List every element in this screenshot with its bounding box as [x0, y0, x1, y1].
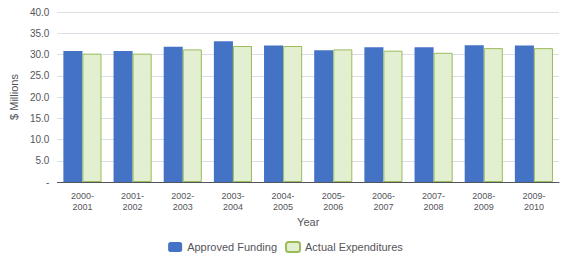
svg-text:2005-: 2005-	[322, 191, 345, 201]
svg-text:2001-: 2001-	[121, 191, 144, 201]
svg-text:Actual Expenditures: Actual Expenditures	[305, 241, 403, 253]
svg-text:2008-: 2008-	[472, 191, 495, 201]
svg-text:2007: 2007	[373, 202, 393, 212]
svg-text:2002-: 2002-	[171, 191, 194, 201]
svg-text:2005: 2005	[273, 202, 293, 212]
svg-text:2007-: 2007-	[422, 191, 445, 201]
svg-text:2003-: 2003-	[221, 191, 244, 201]
svg-text:25.0: 25.0	[30, 70, 50, 81]
svg-text:2006-: 2006-	[372, 191, 395, 201]
svg-text:Approved Funding: Approved Funding	[187, 241, 277, 253]
svg-text:2010: 2010	[524, 202, 544, 212]
svg-text:2003: 2003	[173, 202, 193, 212]
svg-text:$ Millions: $ Millions	[8, 74, 20, 120]
svg-text:2000-: 2000-	[71, 191, 94, 201]
svg-text:2004: 2004	[223, 202, 243, 212]
svg-text:20.0: 20.0	[30, 92, 50, 103]
svg-text:35.0: 35.0	[30, 28, 50, 39]
svg-text:2009: 2009	[474, 202, 494, 212]
svg-text:30.0: 30.0	[30, 49, 50, 60]
svg-text:2008: 2008	[424, 202, 444, 212]
svg-text:-: -	[46, 177, 49, 188]
svg-text:15.0: 15.0	[30, 113, 50, 124]
svg-text:5.0: 5.0	[35, 155, 49, 166]
svg-text:2006: 2006	[323, 202, 343, 212]
svg-text:10.0: 10.0	[30, 134, 50, 145]
svg-text:Year: Year	[297, 216, 320, 228]
svg-text:2001: 2001	[72, 202, 92, 212]
svg-text:40.0: 40.0	[30, 7, 50, 18]
svg-text:2002: 2002	[123, 202, 143, 212]
svg-text:2009-: 2009-	[522, 191, 545, 201]
svg-text:2004-: 2004-	[272, 191, 295, 201]
